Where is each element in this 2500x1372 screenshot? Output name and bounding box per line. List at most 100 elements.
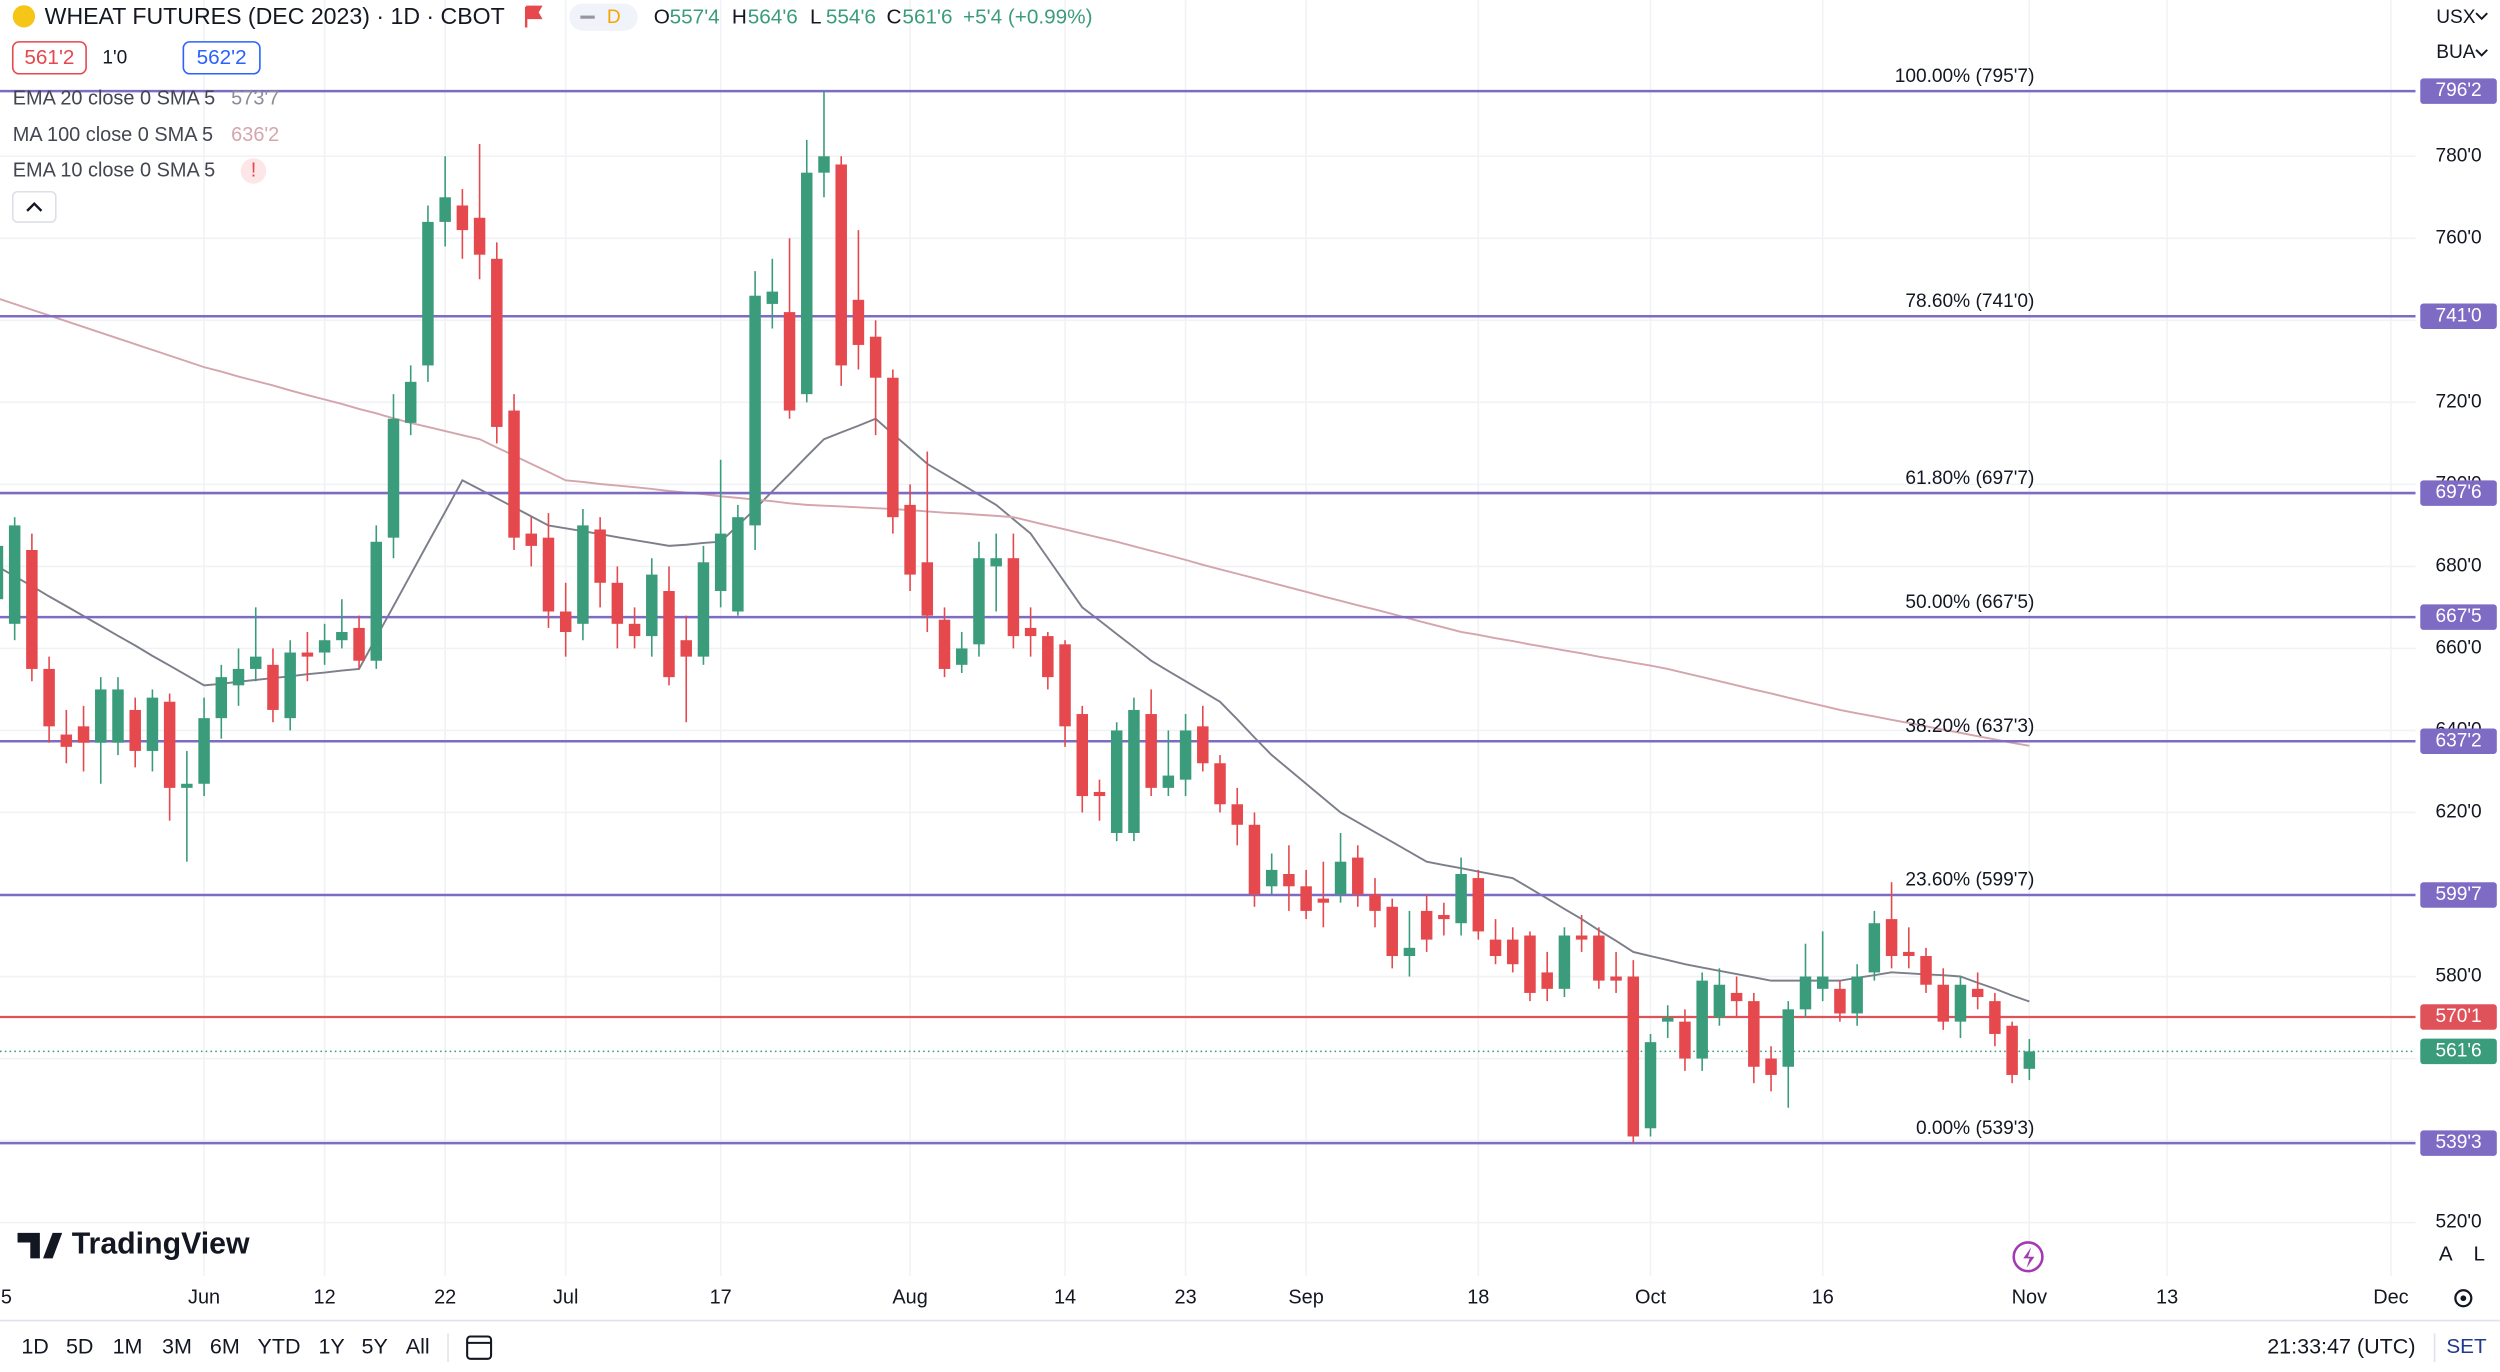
gear-hub [2460,1295,2467,1302]
candle-body [1438,915,1450,920]
flag-icon[interactable] [524,5,543,28]
x-tick-label: Aug [892,1287,927,1309]
candle-body [1093,791,1106,797]
range-button[interactable]: 5Y [362,1334,388,1358]
candle-body [646,574,658,637]
symbol-icon [12,5,36,28]
candle-body [835,164,847,366]
x-tick-label: 5 [1,1287,12,1309]
candle-body [1231,804,1243,825]
scale-button[interactable]: A [2439,1243,2453,1266]
candle-body [0,545,4,600]
fib-label: 50.00% (667'5) [1905,592,2034,613]
candle-body [1024,627,1037,637]
candle-body [1593,935,1605,981]
clock: 21:33:47 (UTC) [2267,1334,2415,1358]
range-button[interactable]: All [406,1334,430,1358]
fib-tag-bg [2420,604,2497,630]
candle-body [387,418,400,538]
collapse-button[interactable] [11,190,57,223]
sell-button[interactable] [11,41,87,75]
candle-body [904,504,916,575]
candle-body [439,197,451,222]
warning-dot [240,158,267,184]
range-button[interactable]: 3M [162,1334,192,1358]
x-tick-label: 22 [434,1287,456,1309]
candle-body [215,677,228,719]
candle-body [1352,857,1364,895]
calendar-icon[interactable] [466,1335,493,1360]
range-button[interactable]: 1Y [318,1334,344,1358]
candle-body [869,336,882,378]
range-button[interactable]: YTD [257,1334,300,1358]
candle-body [921,562,934,616]
ohlc-key: C [886,5,901,28]
badge: D [607,7,621,28]
candle-body [663,591,675,678]
candle-body [628,623,641,637]
candle-body [1575,935,1588,940]
candle-body [1834,988,1846,1014]
candle-body [1248,824,1261,895]
candle-body [1145,714,1157,788]
x-tick-label: 14 [1054,1287,1076,1309]
settings[interactable]: SET [2446,1335,2487,1358]
candle-body [1679,1021,1691,1059]
candle-body [1128,709,1140,833]
candle-body [26,549,38,669]
candle-body [1541,972,1553,989]
brand: TradingView [72,1228,250,1261]
candle-body [318,640,331,653]
sell-price[interactable]: 561'2 [24,46,74,69]
fib-label: 38.20% (637'3) [1905,716,2034,737]
ohlc-key: L [810,5,822,28]
candle-body [1920,956,1932,985]
candle-body [1007,558,1020,637]
candle-body [112,689,124,743]
scale-button[interactable]: L [2474,1243,2486,1266]
candle-body [473,217,486,255]
candle-body [1730,992,1743,1002]
buy-price[interactable]: 562'2 [197,46,247,69]
bolt [2023,1247,2035,1268]
candle-body [1162,775,1175,788]
candle-body [680,640,692,657]
ohlc-key: O [654,5,670,28]
fib-label: 23.60% (599'7) [1905,870,2034,891]
fib-tag: 741'0 [2435,305,2481,326]
candle-body [1954,984,1967,1022]
range-button[interactable]: 1M [113,1334,143,1358]
candle-body [232,668,245,686]
candle-body [1197,726,1209,764]
candle-body [456,205,469,231]
candle-body [1507,939,1519,965]
currency[interactable]: USX [2436,7,2476,28]
candle-body [43,668,55,727]
gear-icon[interactable] [2454,1289,2473,1308]
last-price-tag-bg [2420,1038,2497,1065]
candle-body [1283,873,1295,887]
x-tick-label: 17 [710,1287,732,1309]
alert-tag-bg [2420,1004,2497,1030]
unit[interactable]: BUA [2436,42,2476,63]
y-tick-label: 720'0 [2435,391,2481,412]
indicator-name: EMA 20 close 0 SMA 5 [13,88,215,110]
badge-pill [569,3,638,31]
range-button[interactable]: 6M [210,1334,240,1358]
chevron-up [26,202,43,212]
candle-body [1300,886,1312,911]
buy-button[interactable] [182,41,261,75]
fib-tag-bg [2420,882,2497,908]
candle-body [181,783,193,788]
candle-body [1179,730,1192,780]
candle-body [1042,636,1054,678]
range-button[interactable]: 5D [66,1334,94,1358]
candle-body [1782,1009,1795,1067]
candle-body [1661,1017,1674,1022]
y-tick-label: 660'0 [2435,637,2481,658]
candle-body [1317,898,1330,903]
replay-icon[interactable] [2012,1241,2044,1273]
range-button[interactable]: 1D [21,1334,49,1358]
